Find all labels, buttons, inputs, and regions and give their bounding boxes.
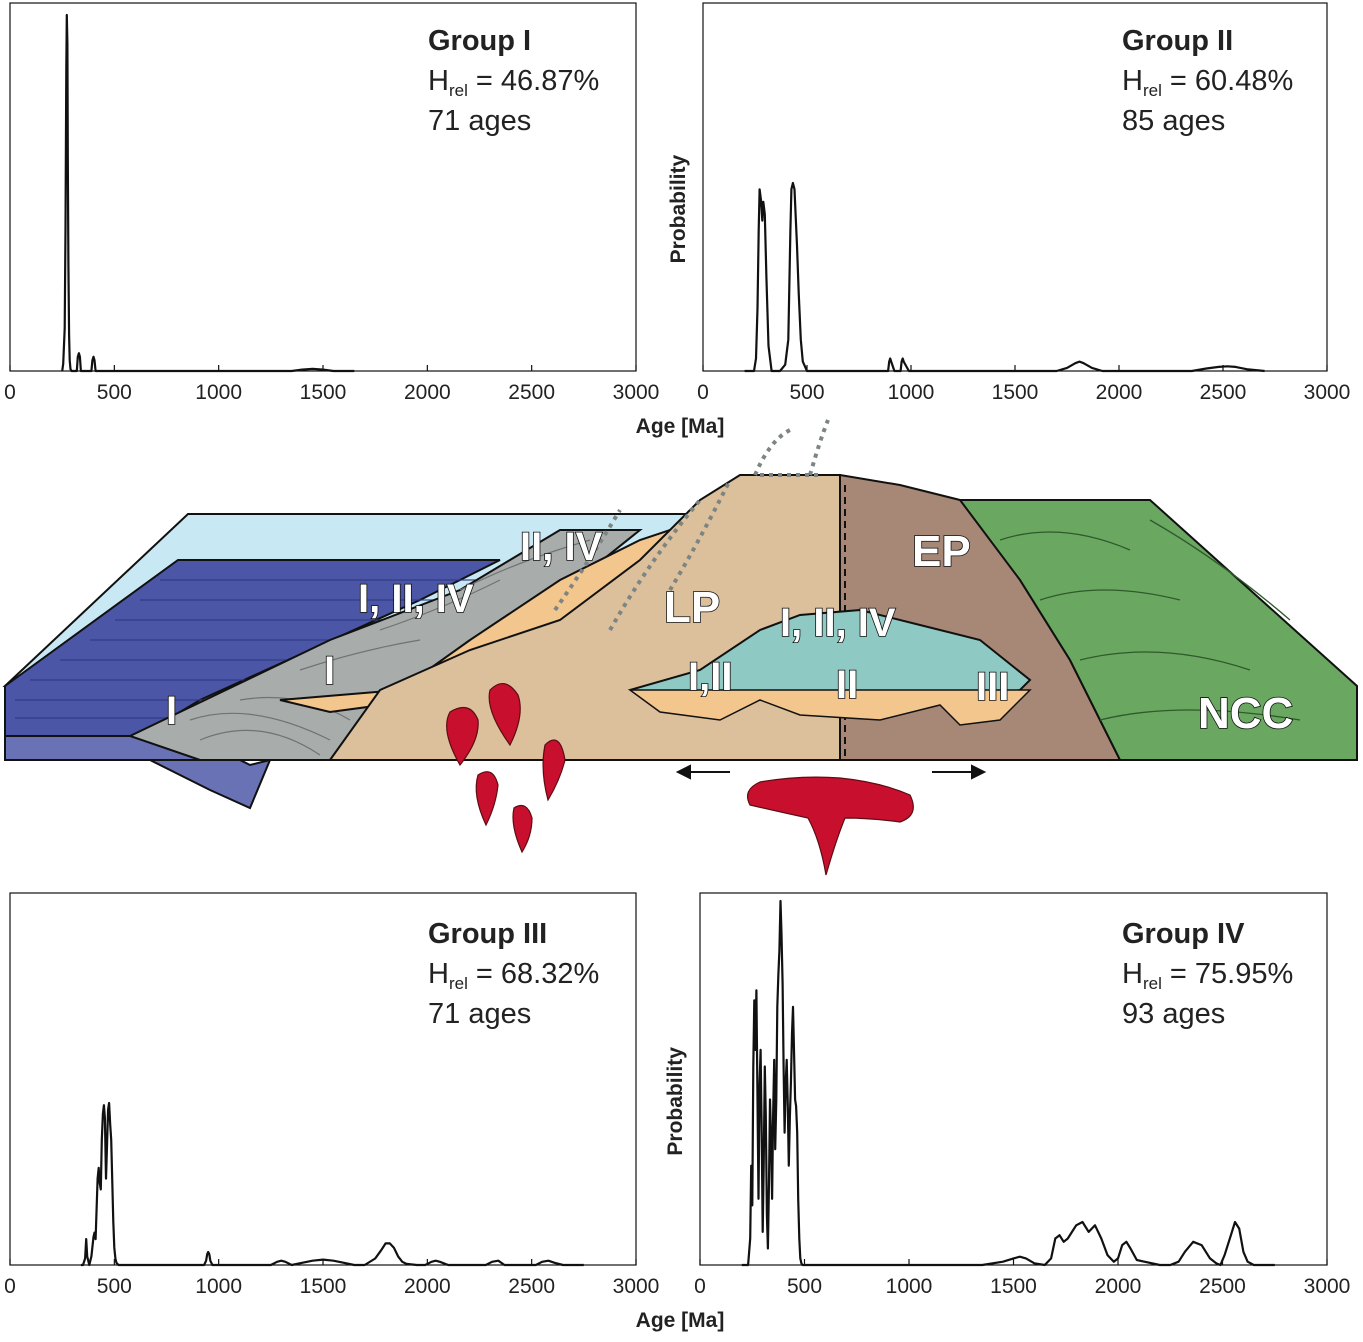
chart-group-ii: 0 500 1000 1500 2000 2500 3000 Group II Hrel = 6…: [636, 2, 1351, 438]
ages-count: 71 ages: [428, 998, 531, 1030]
basin-sandy-floor: [627, 689, 1032, 726]
x-tick-label: 1500: [992, 381, 1039, 404]
label-ncc: NCC: [1198, 689, 1293, 738]
ages-count: 93 ages: [1122, 998, 1225, 1030]
label-i-left: I: [166, 689, 177, 733]
plot-frame: [9, 2, 637, 372]
y-axis-label: Probability: [667, 155, 690, 264]
x-tick-label: 0: [694, 1275, 706, 1298]
extension-arrows: [675, 764, 987, 780]
x-tick-label: 1000: [888, 381, 935, 404]
plot-frame: [702, 2, 1328, 372]
label-ii: II: [836, 663, 858, 707]
x-tick-label: 3000: [613, 1275, 660, 1298]
label-i-ii-iv-right: I, II, IV: [780, 601, 896, 645]
x-tick-label: 3000: [1304, 1275, 1351, 1298]
age-probability-curve: [741, 899, 1275, 1267]
label-i-ii: I,II: [688, 655, 732, 699]
x-tick-label: 2000: [1096, 381, 1143, 404]
group-title: Group II: [1122, 25, 1233, 57]
label-ep: EP: [912, 527, 971, 576]
x-tick-label: 0: [4, 1275, 16, 1298]
x-tick-label: 1500: [300, 381, 347, 404]
x-tick-label: 1500: [990, 1275, 1037, 1298]
group-title: Group I: [428, 25, 531, 57]
label-ii-iv: II, IV: [520, 525, 603, 569]
x-tick-label: 2500: [1200, 381, 1247, 404]
x-tick-label: 500: [97, 381, 132, 404]
x-tick-label: 2000: [1095, 1275, 1142, 1298]
magma-bodies: [446, 683, 914, 876]
ages-count: 71 ages: [428, 105, 531, 137]
age-probability-curve: [744, 181, 1265, 373]
x-tick-label: 500: [97, 1275, 132, 1298]
x-tick-label: 2000: [404, 381, 451, 404]
hrel-text: Hrel = 46.87%: [428, 65, 599, 100]
label-lp: LP: [664, 583, 720, 632]
label-i-upper: I: [324, 649, 335, 693]
x-tick-label: 500: [789, 381, 824, 404]
group-title: Group IV: [1122, 918, 1245, 950]
x-tick-label: 0: [4, 381, 16, 404]
ages-count: 85 ages: [1122, 105, 1225, 137]
x-tick-label: 2500: [508, 1275, 555, 1298]
y-axis-label: Probability: [664, 1047, 687, 1156]
chart-group-iii: 0 500 1000 1500 2000 2500 3000 Group III Hrel = …: [4, 892, 660, 1298]
age-probability-curve: [61, 13, 355, 373]
geologic-block-diagram: II, IV I, II, IV LP EP I I I, II, IV I,I…: [2, 419, 1358, 876]
x-axis-label: Age [Ma]: [636, 1309, 725, 1332]
x-tick-label: 2500: [508, 381, 555, 404]
label-iii: III: [976, 665, 1009, 709]
chart-group-iv: 0 500 1000 1500 2000 2500 3000 Group IV Hrel = 7…: [636, 892, 1351, 1332]
hrel-text: Hrel = 75.95%: [1122, 958, 1293, 993]
x-axis-label: Age [Ma]: [636, 415, 725, 438]
group-title: Group III: [428, 918, 547, 950]
hrel-text: Hrel = 60.48%: [1122, 65, 1293, 100]
x-tick-label: 500: [787, 1275, 822, 1298]
x-tick-label: 1000: [886, 1275, 933, 1298]
x-tick-label: 1500: [300, 1275, 347, 1298]
x-tick-label: 3000: [613, 381, 660, 404]
x-tick-label: 3000: [1304, 381, 1351, 404]
x-tick-label: 0: [697, 381, 709, 404]
hrel-text: Hrel = 68.32%: [428, 958, 599, 993]
x-tick-label: 2500: [1199, 1275, 1246, 1298]
x-tick-label: 2000: [404, 1275, 451, 1298]
label-i-ii-iv-left: I, II, IV: [358, 577, 474, 621]
chart-group-i: 0 500 1000 1500 2000 2500 3000 Group I Hrel = 46…: [4, 2, 660, 404]
x-tick-label: 1000: [195, 1275, 242, 1298]
age-probability-curve: [80, 1101, 584, 1267]
x-tick-label: 1000: [195, 381, 242, 404]
